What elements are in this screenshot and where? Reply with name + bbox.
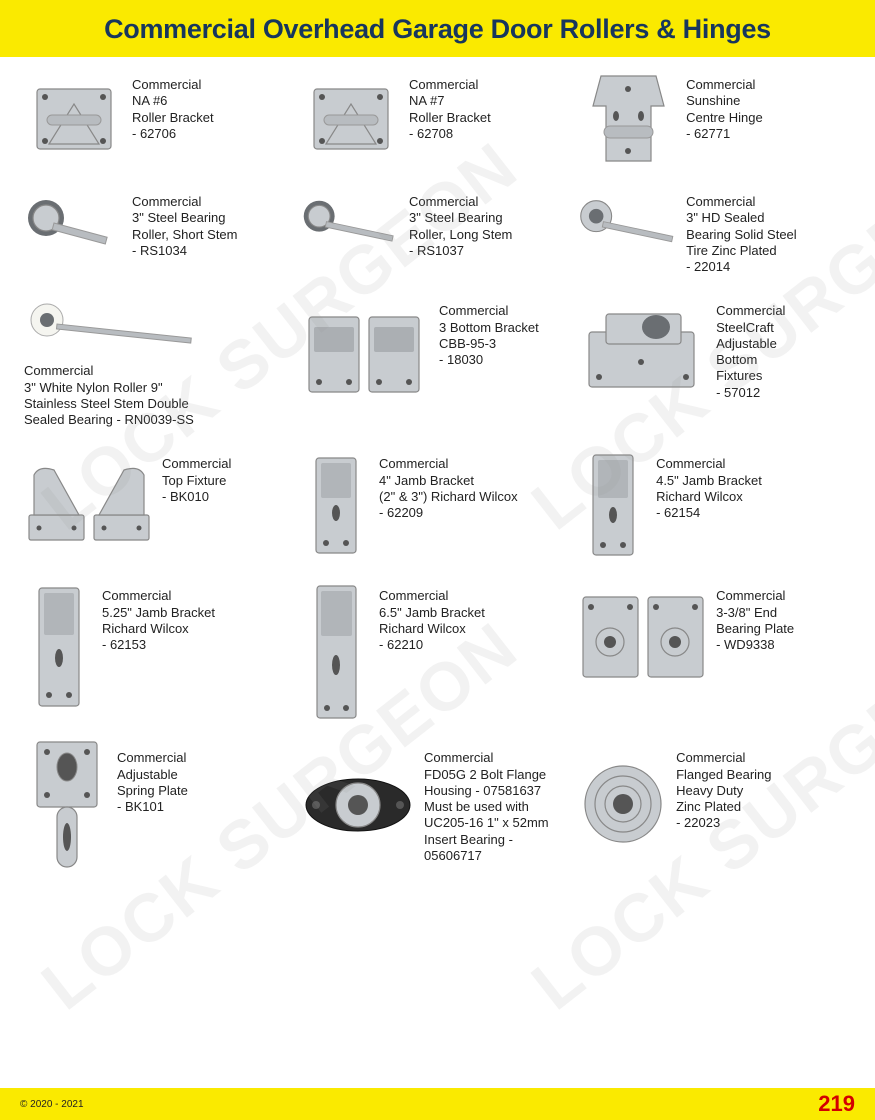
product-label: Commercial6.5" Jamb BracketRichard Wilco… <box>379 582 485 653</box>
product-label: CommercialTop Fixture- BK010 <box>162 450 231 505</box>
page-header: Commercial Overhead Garage Door Rollers … <box>0 0 875 57</box>
product-image <box>301 582 371 722</box>
product-image <box>301 188 401 268</box>
product-image <box>301 450 371 560</box>
product-image <box>24 71 124 166</box>
product-item: CommercialNA #7Roller Bracket- 62708 <box>301 71 574 166</box>
product-item: Commercial3" White Nylon Roller 9"Stainl… <box>24 297 297 428</box>
product-image <box>24 188 124 268</box>
product-image <box>578 297 708 407</box>
product-label: CommercialNA #7Roller Bracket- 62708 <box>409 71 491 142</box>
product-label: Commercial4" Jamb Bracket(2" & 3") Richa… <box>379 450 518 521</box>
product-image <box>24 297 204 357</box>
product-label: CommercialFD05G 2 Bolt FlangeHousing - 0… <box>424 744 574 864</box>
product-label: CommercialSteelCraftAdjustableBottomFixt… <box>716 297 785 401</box>
product-item: Commercial6.5" Jamb BracketRichard Wilco… <box>301 582 574 722</box>
product-item: Commercial4.5" Jamb BracketRichard Wilco… <box>578 450 851 560</box>
catalog-content: LOCK SURGEON LOCK SURGEON LOCK SURGEON L… <box>0 57 875 864</box>
product-row: Commercial3" White Nylon Roller 9"Stainl… <box>24 297 851 428</box>
product-image <box>578 188 678 268</box>
product-row: Commercial3" Steel BearingRoller, Short … <box>24 188 851 275</box>
product-item: Commercial5.25" Jamb BracketRichard Wilc… <box>24 582 297 712</box>
product-item: CommercialFlanged BearingHeavy DutyZinc … <box>578 744 851 864</box>
product-item: CommercialTop Fixture- BK010 <box>24 450 297 560</box>
product-label: Commercial3 Bottom BracketCBB-95-3- 1803… <box>439 297 539 368</box>
product-item: Commercial3" HD SealedBearing Solid Stee… <box>578 188 851 275</box>
product-item: Commercial4" Jamb Bracket(2" & 3") Richa… <box>301 450 574 560</box>
product-image <box>578 450 648 560</box>
product-image <box>578 71 678 166</box>
product-label: Commercial4.5" Jamb BracketRichard Wilco… <box>656 450 762 521</box>
product-image <box>578 744 668 864</box>
product-image <box>301 297 431 407</box>
product-label: CommercialNA #6Roller Bracket- 62706 <box>132 71 214 142</box>
product-row: CommercialTop Fixture- BK010 Commercial4… <box>24 450 851 560</box>
product-image <box>24 582 94 712</box>
product-row: CommercialAdjustableSpring Plate- BK101 … <box>24 744 851 864</box>
product-label: CommercialAdjustableSpring Plate- BK101 <box>117 744 188 815</box>
product-label: Commercial3" Steel BearingRoller, Short … <box>132 188 238 259</box>
product-row: CommercialNA #6Roller Bracket- 62706 Com… <box>24 71 851 166</box>
product-label: CommercialFlanged BearingHeavy DutyZinc … <box>676 744 771 831</box>
product-image <box>24 744 109 864</box>
product-item: Commercial3" Steel BearingRoller, Long S… <box>301 188 574 268</box>
product-image <box>301 744 416 864</box>
product-item: Commercial3-3/8" EndBearing Plate- WD933… <box>578 582 851 692</box>
product-label: Commercial3" Steel BearingRoller, Long S… <box>409 188 512 259</box>
product-label: Commercial5.25" Jamb BracketRichard Wilc… <box>102 582 215 653</box>
page-footer: © 2020 - 2021 219 <box>0 1088 875 1120</box>
product-item: Commercial3" Steel BearingRoller, Short … <box>24 188 297 268</box>
product-row: Commercial5.25" Jamb BracketRichard Wilc… <box>24 582 851 722</box>
product-item: CommercialFD05G 2 Bolt FlangeHousing - 0… <box>301 744 574 864</box>
product-item: Commercial3 Bottom BracketCBB-95-3- 1803… <box>301 297 574 407</box>
product-image <box>301 71 401 166</box>
product-item: CommercialNA #6Roller Bracket- 62706 <box>24 71 297 166</box>
product-item: CommercialSunshineCentre Hinge- 62771 <box>578 71 851 166</box>
page-number: 219 <box>818 1091 855 1117</box>
product-image <box>24 450 154 560</box>
product-item: CommercialSteelCraftAdjustableBottomFixt… <box>578 297 851 407</box>
product-item: CommercialAdjustableSpring Plate- BK101 <box>24 744 297 864</box>
copyright-text: © 2020 - 2021 <box>20 1099 84 1110</box>
product-label: Commercial3" HD SealedBearing Solid Stee… <box>686 188 797 275</box>
product-label: Commercial3" White Nylon Roller 9"Stainl… <box>24 361 224 428</box>
product-label: Commercial3-3/8" EndBearing Plate- WD933… <box>716 582 794 653</box>
product-image <box>578 582 708 692</box>
product-label: CommercialSunshineCentre Hinge- 62771 <box>686 71 763 142</box>
page-title: Commercial Overhead Garage Door Rollers … <box>20 14 855 45</box>
